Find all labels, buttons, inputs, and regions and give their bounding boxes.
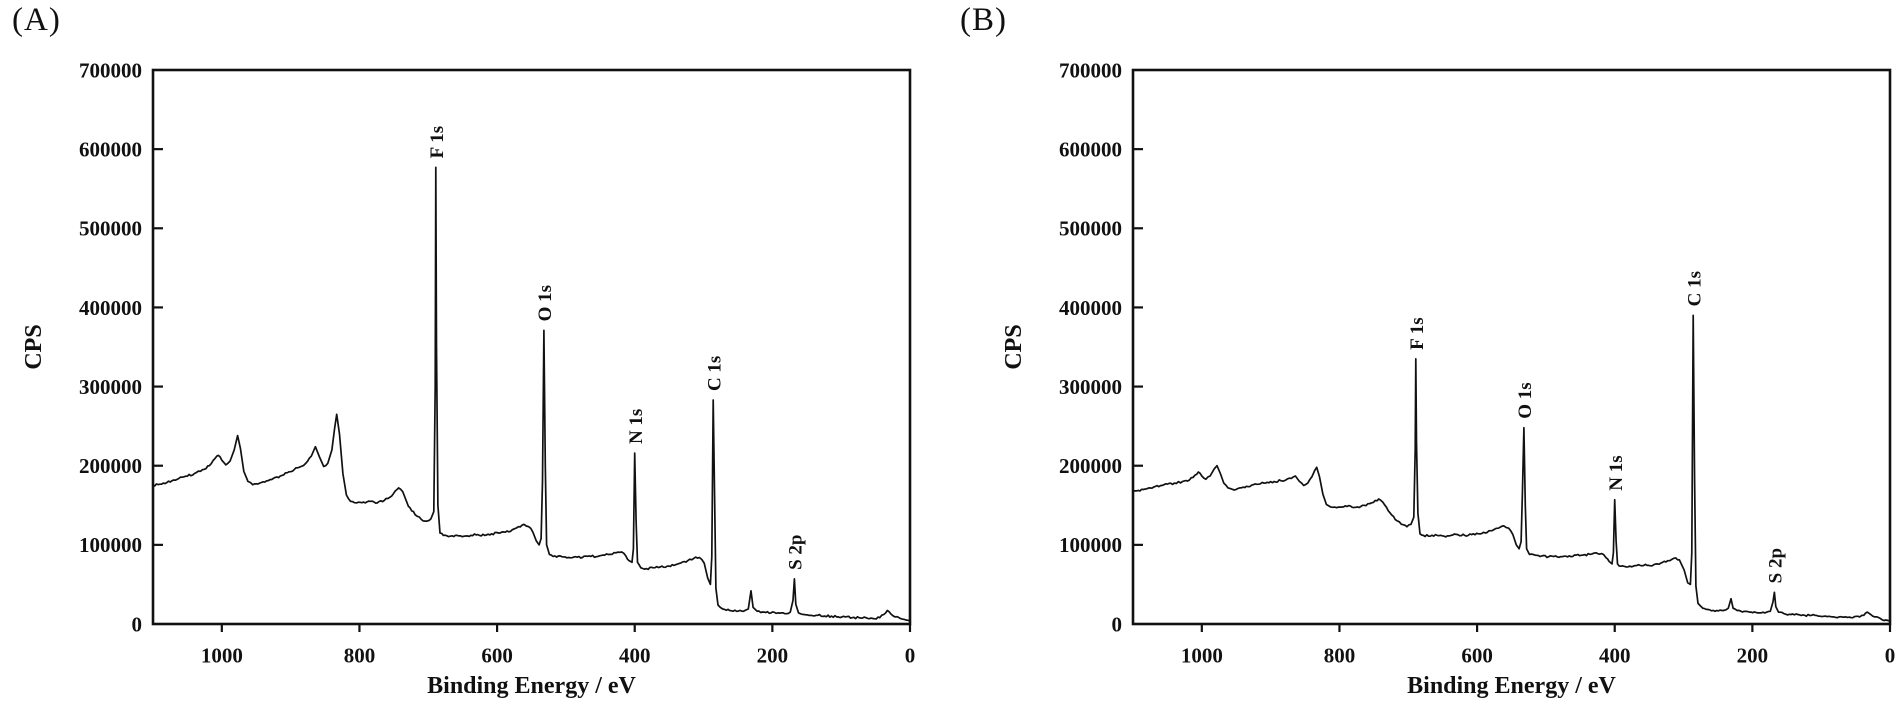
survey-spectrum-A bbox=[152, 166, 911, 622]
x-tick-label: 400 bbox=[1599, 643, 1631, 667]
peak-label-c-1s: C 1s bbox=[704, 356, 725, 391]
y-tick-label: 600000 bbox=[79, 137, 142, 161]
y-tick-label: 300000 bbox=[79, 375, 142, 399]
survey-spectrum-B bbox=[1132, 314, 1891, 622]
peak-label-f-1s: F 1s bbox=[1407, 317, 1428, 350]
x-tick-label: 1000 bbox=[201, 643, 243, 667]
peak-label-o-1s: O 1s bbox=[535, 285, 556, 321]
peak-label-s-2p: S 2p bbox=[786, 534, 807, 569]
panel-b-label: (B) bbox=[960, 2, 1007, 38]
x-axis-title: Binding Energy / eV bbox=[1407, 673, 1616, 699]
peak-label-s-2p: S 2p bbox=[1766, 548, 1787, 583]
y-tick-label: 600000 bbox=[1059, 137, 1122, 161]
plot-border bbox=[1131, 68, 1892, 626]
x-tick-label: 200 bbox=[1737, 643, 1769, 667]
x-tick-label: 800 bbox=[344, 643, 376, 667]
y-tick-label: 200000 bbox=[79, 454, 142, 478]
peak-label-o-1s: O 1s bbox=[1515, 382, 1536, 418]
x-tick-label: 1000 bbox=[1181, 643, 1223, 667]
y-tick-label: 400000 bbox=[79, 296, 142, 320]
x-tick-label: 0 bbox=[905, 643, 916, 667]
panel-b-chart: 0 100000 200000 300000 400000 500000 600000 700… bbox=[1001, 58, 1895, 699]
x-tick-label: 200 bbox=[757, 643, 789, 667]
y-tick-label: 100000 bbox=[1059, 533, 1122, 557]
x-tick-label: 800 bbox=[1324, 643, 1356, 667]
y-axis-title: CPS bbox=[21, 324, 47, 369]
y-tick-label: 100000 bbox=[79, 533, 142, 557]
y-tick-label: 0 bbox=[132, 612, 143, 636]
x-tick-label: 400 bbox=[619, 643, 651, 667]
x-tick-label: 600 bbox=[1461, 643, 1493, 667]
x-tick-label: 0 bbox=[1885, 643, 1896, 667]
y-axis-title: CPS bbox=[1001, 324, 1027, 369]
y-tick-label: 300000 bbox=[1059, 375, 1122, 399]
panel-a-chart: 0 100000 200000 300000 400000 500000 600000 700… bbox=[21, 58, 915, 699]
x-tick-label: 600 bbox=[481, 643, 513, 667]
peak-label-c-1s: C 1s bbox=[1684, 271, 1705, 306]
panel-a-label: (A) bbox=[12, 2, 61, 38]
y-tick-label: 500000 bbox=[79, 217, 142, 241]
y-tick-label: 500000 bbox=[1059, 217, 1122, 241]
x-axis-title: Binding Energy / eV bbox=[427, 673, 636, 699]
y-tick-label: 0 bbox=[1112, 612, 1123, 636]
peak-label-n-1s: N 1s bbox=[1606, 455, 1627, 490]
peak-label-f-1s: F 1s bbox=[427, 126, 448, 159]
y-tick-label: 400000 bbox=[1059, 296, 1122, 320]
peak-label-n-1s: N 1s bbox=[626, 409, 647, 444]
y-tick-label: 700000 bbox=[1059, 58, 1122, 82]
y-tick-label: 700000 bbox=[79, 58, 142, 82]
y-tick-label: 200000 bbox=[1059, 454, 1122, 478]
plot-border bbox=[151, 68, 912, 626]
